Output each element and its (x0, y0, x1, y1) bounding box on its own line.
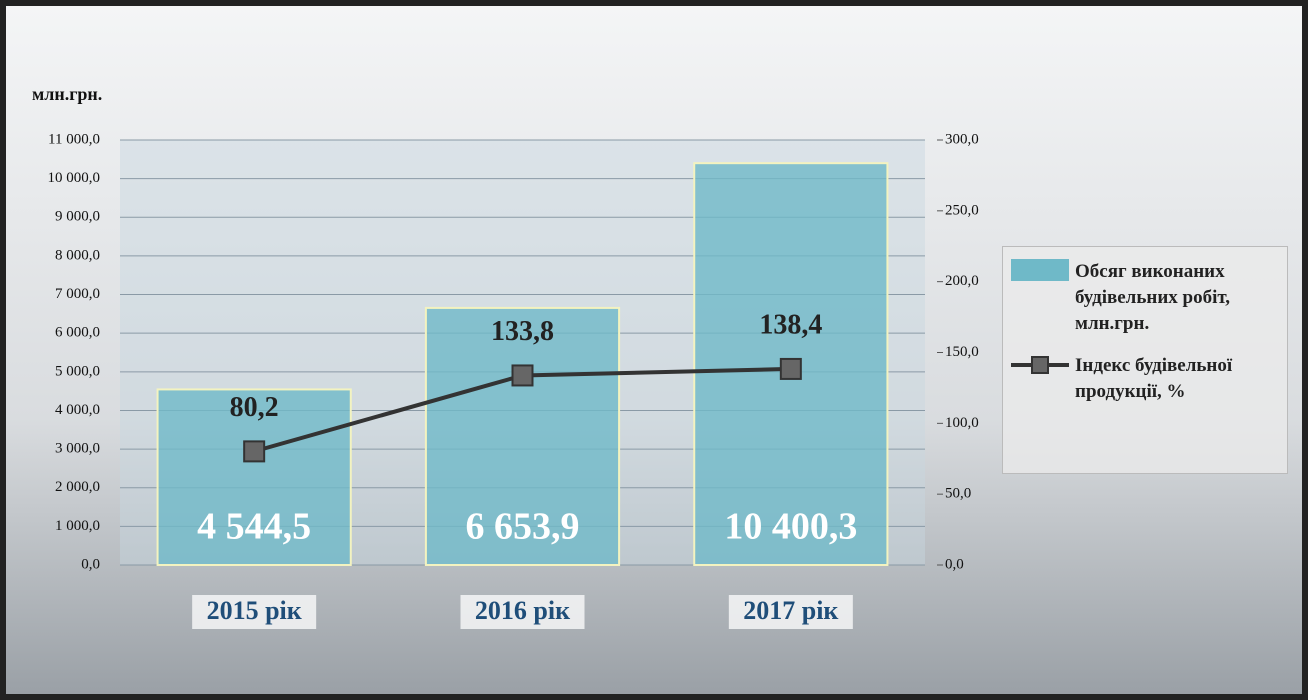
y2-tick-label: 150,0 (945, 344, 979, 360)
legend-item: Обсяг виконаних будівельних робіт, млн.г… (1011, 259, 1279, 337)
y2-tick-label: 50,0 (945, 486, 971, 502)
line-value-label: 138,4 (759, 309, 822, 340)
legend-label: Обсяг виконаних будівельних робіт, млн.г… (1075, 261, 1231, 334)
y-tick-label: 9 000,0 (55, 209, 100, 225)
bar-value-label: 4 544,5 (197, 506, 311, 548)
line-marker (243, 440, 266, 463)
y-tick-label: 11 000,0 (48, 131, 100, 147)
legend: Обсяг виконаних будівельних робіт, млн.г… (1002, 246, 1288, 474)
bar-value-label: 10 400,3 (724, 506, 857, 548)
y-axis-label: млн.грн. (32, 84, 102, 104)
y2-tick-label: 300,0 (945, 131, 979, 147)
line-value-label: 80,2 (230, 392, 279, 423)
legend-swatch (1011, 353, 1069, 375)
y-tick-label: 2 000,0 (55, 479, 100, 495)
bar (156, 388, 352, 567)
x-tick-label: 2017 рік (743, 596, 838, 625)
y2-tick-label: 200,0 (945, 273, 979, 289)
x-tick-label: 2015 рік (207, 596, 302, 625)
line-value-label: 133,8 (491, 316, 554, 347)
legend-item: Індекс будівельної продукції, % (1011, 353, 1279, 405)
legend-label: Індекс будівельної продукції, % (1075, 355, 1233, 402)
y-tick-label: 3 000,0 (55, 441, 100, 457)
bar-value-label: 6 653,9 (466, 506, 580, 548)
y-tick-label: 8 000,0 (55, 247, 100, 263)
y2-tick-label: 0,0 (945, 556, 964, 572)
y-tick-label: 4 000,0 (55, 402, 100, 418)
y-tick-label: 7 000,0 (55, 286, 100, 302)
x-tick-label: 2016 рік (475, 596, 570, 625)
line-marker (511, 364, 534, 387)
x-label-box (192, 595, 317, 629)
line-marker (779, 357, 802, 380)
y-tick-label: 5 000,0 (55, 363, 100, 379)
y-tick-label: 10 000,0 (48, 170, 101, 186)
legend-swatch (1011, 259, 1069, 281)
x-label-box (460, 595, 585, 629)
y-tick-label: 0,0 (81, 556, 100, 572)
bar (424, 306, 621, 566)
y2-tick-label: 250,0 (945, 202, 979, 218)
y-tick-label: 6 000,0 (55, 325, 100, 341)
x-label-box (728, 595, 853, 629)
y-tick-label: 1 000,0 (55, 518, 100, 534)
y2-tick-label: 100,0 (945, 415, 979, 431)
